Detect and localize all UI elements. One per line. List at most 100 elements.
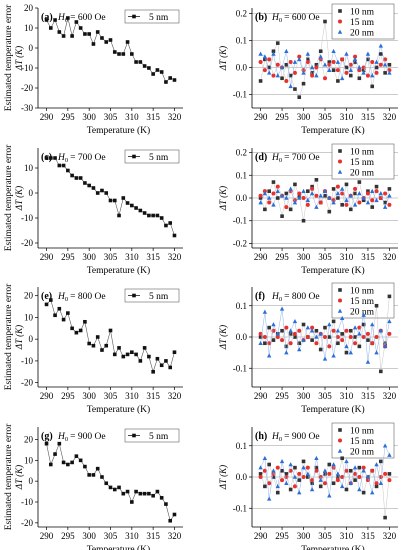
data-point [374,70,379,75]
data-point [365,200,371,205]
field-annotation: H0 = 900 Oe [271,432,320,443]
data-point [374,303,379,308]
x-tick-label: 320 [168,391,182,401]
data-point [323,19,327,24]
field-subscript: 0 [279,436,282,443]
data-point [318,477,323,482]
data-point [172,350,177,355]
data-point [292,59,298,64]
data-point [387,331,392,336]
data-point [344,202,349,207]
data-point [301,188,306,193]
data-point [382,343,388,349]
data-point [275,62,280,67]
legend-marker [338,298,342,303]
data-point [387,472,392,476]
y-tick-label: -0.1 [233,363,247,373]
y-tick-label: 0.2 [236,148,247,158]
legend-marker [337,29,343,34]
legend: 5 nm [124,149,180,164]
field-symbol: H [57,153,66,163]
y-axis-label: ΔT (K) [218,325,228,350]
data-point [134,60,138,64]
data-point [159,363,164,368]
panel-label: (b) [255,12,267,23]
data-point [357,180,362,184]
chart-panel-f: 290 295 300 305 310 315 320 -0.1 0.0 0.1 Temperatu… [218,282,398,415]
data-point [361,312,366,317]
legend-marker [337,448,343,453]
data-point [164,502,168,506]
data-point [374,462,379,467]
data-point [353,186,358,191]
data-point [91,343,96,348]
data-point [310,325,315,330]
data-point [314,193,319,198]
legend-marker [338,438,342,443]
data-point [378,480,384,486]
data-point [267,200,272,205]
data-point [323,472,327,476]
x-tick-label: 305 [318,391,332,401]
data-point [275,196,280,200]
y-tick-label: 0.1 [236,441,247,451]
y-tick-label: 0.1 [236,35,247,45]
data-point [361,68,366,72]
data-point [361,335,366,339]
data-point [378,43,384,48]
data-point [318,54,323,59]
data-point [344,70,349,75]
field-annotation: H0 = 800 Oe [57,292,106,303]
data-point [53,18,57,22]
data-point [292,318,298,324]
y-tick-label: 0 [29,43,34,53]
data-point [357,344,362,349]
data-point [297,347,302,352]
legend-marker [338,428,342,432]
data-point [353,478,357,482]
data-point [95,191,100,195]
data-point [305,325,311,330]
data-point [314,465,319,470]
chart-panel-b: 290 295 300 305 310 315 320 -0.1 0.0 0.1 0.2 Temper… [218,3,398,136]
data-point [352,325,358,330]
data-point [353,54,358,59]
y-tick-label: -20 [21,518,33,528]
data-point [279,193,285,198]
data-point [361,490,366,495]
data-point [271,180,276,184]
data-point [147,354,151,359]
field-value: = 800 Oe [70,292,105,302]
data-point [374,335,379,339]
data-point [340,57,345,62]
data-point [370,468,375,473]
data-point [151,369,155,374]
data-point [271,51,276,56]
data-point [263,341,267,346]
data-point [353,341,358,346]
x-tick-label: 310 [125,252,139,262]
y-tick-label: -20 [21,378,33,388]
field-value: = 900 Oe [284,432,319,442]
data-point [348,328,353,333]
data-point [258,60,263,65]
data-point [266,496,272,501]
data-point [61,460,66,465]
field-value: = 600 Oe [70,13,105,23]
data-point [57,306,62,311]
data-point [331,462,336,467]
data-point [91,42,96,46]
series-line [46,442,175,522]
data-point [267,65,271,70]
y-tick-label: -20 [21,83,33,93]
y-tick-label: 10 [24,163,34,173]
x-tick-label: 310 [125,531,139,541]
data-point [310,73,315,78]
data-point [70,326,74,331]
x-tick-label: 295 [275,252,289,262]
data-point [292,484,297,489]
x-tick-label: 310 [340,531,354,541]
legend-box [124,9,180,24]
data-point [323,335,327,339]
field-symbol: H [271,153,280,163]
